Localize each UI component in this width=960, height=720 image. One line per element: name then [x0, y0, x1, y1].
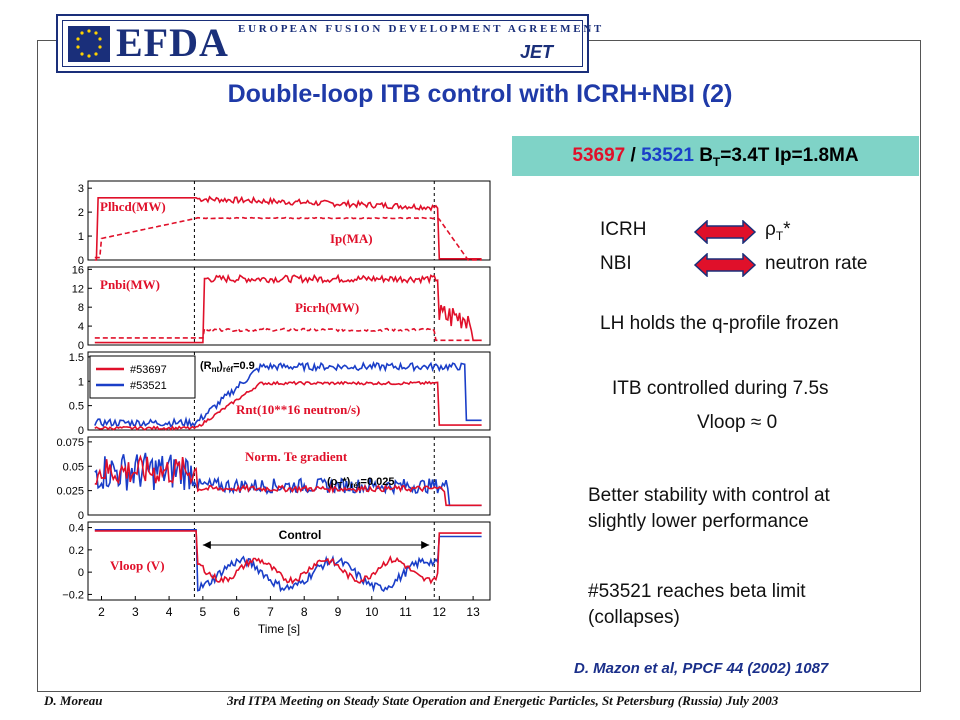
nbi-double-arrow-icon — [693, 253, 757, 277]
control-arrow-right-head — [421, 541, 430, 549]
panel-label: Pnbi(MW) — [100, 277, 160, 292]
icrh-label: ICRH — [600, 219, 647, 240]
panel-frame-3 — [87, 351, 491, 431]
xtick-label: 6 — [233, 605, 240, 619]
panel-4-ytick-label: 0.05 — [63, 461, 84, 473]
panel-frame-5 — [87, 521, 491, 601]
panel-3-ytick-label: 1.5 — [69, 352, 84, 364]
panel-1-ytick-label: 0 — [78, 255, 84, 267]
panel-3-ytick-label: 1 — [78, 376, 84, 388]
panel-label: Plhcd(MW) — [100, 199, 166, 214]
panel-4-ytick-label: 0.075 — [56, 437, 84, 449]
itb-statement: ITB controlled during 7.5s — [612, 378, 829, 399]
pnbi-trace — [94, 273, 482, 344]
panel-5-ytick-label: −0.2 — [62, 589, 84, 601]
stability-line-2: slightly lower performance — [588, 511, 809, 532]
jet-logo: JET — [520, 42, 554, 62]
panel-label: Ip(MA) — [330, 231, 373, 246]
series-53521-trace — [94, 452, 482, 507]
series-53697-trace — [94, 530, 482, 585]
xtick-label: 9 — [335, 605, 342, 619]
icrh-double-arrow-icon — [693, 220, 757, 244]
picrh-trace — [94, 327, 482, 342]
plhcd-trace — [94, 195, 482, 261]
panel-1-ytick-label: 1 — [78, 231, 84, 243]
rnt-reference-annotation: (Rnt)réf=0.9 — [200, 360, 255, 374]
xtick-label: 10 — [365, 605, 379, 619]
xtick-label: 12 — [433, 605, 447, 619]
panel-2-ytick-label: 0 — [78, 340, 84, 352]
panel-2-ytick-label: 8 — [78, 302, 84, 314]
shot-separator: / — [625, 145, 642, 166]
legend-entry: #53521 — [130, 380, 167, 392]
control-label: Control — [279, 528, 322, 542]
panel-frame-4 — [87, 436, 491, 516]
bt-label: B — [693, 145, 713, 166]
panel-label: Rnt(10**16 neutron/s) — [236, 402, 360, 417]
shot-info-box: 53697 / 53521 BT=3.4T Ip=1.8MA — [512, 136, 919, 176]
ip-trace — [94, 216, 482, 261]
beta-limit-line-2: (collapses) — [588, 607, 680, 628]
panel-4-ytick-label: 0 — [78, 510, 84, 522]
panel-frame-2 — [87, 266, 491, 346]
neutron-rate-label: neutron rate — [765, 253, 868, 274]
footer-meeting: 3rd ITPA Meeting on Steady State Operati… — [227, 693, 779, 708]
panel-2-ytick-label: 12 — [72, 283, 84, 295]
xtick-label: 4 — [166, 605, 173, 619]
bt-ip-values: =3.4T Ip=1.8MA — [720, 145, 859, 166]
slide-title: Double-loop ITB control with ICRH+NBI (2… — [227, 80, 733, 108]
series-53521-trace — [94, 528, 482, 593]
x-axis-label: Time [s] — [258, 622, 300, 636]
series-53521-trace — [94, 360, 482, 429]
panel-1-ytick-label: 3 — [78, 183, 84, 195]
legend-entry: #53697 — [130, 364, 167, 376]
beta-limit-line-1: #53521 reaches beta limit — [588, 581, 806, 602]
eu-flag-icon — [68, 26, 110, 62]
bt-subscript: T — [712, 154, 721, 169]
time-traces-chart: 3210Plhcd(MW)Ip(MA)1612840Pnbi(MW)Picrh(… — [56, 180, 491, 636]
panel-label: Picrh(MW) — [295, 300, 359, 315]
shot-53521: 53521 — [641, 145, 694, 166]
vloop-statement: Vloop ≈ 0 — [697, 412, 778, 433]
panel-4-ytick-label: 0.025 — [56, 486, 84, 498]
efda-logo-text: EFDA — [116, 20, 229, 65]
panel-3-ytick-label: 0.5 — [69, 401, 84, 413]
stability-line-1: Better stability with control at — [588, 485, 830, 506]
xtick-label: 7 — [267, 605, 274, 619]
citation: D. Mazon et al, PPCF 44 (2002) 1087 — [574, 660, 829, 677]
panel-1-ytick-label: 2 — [78, 207, 84, 219]
footer-author: D. Moreau — [44, 693, 103, 708]
series-53697-trace — [94, 454, 482, 507]
shot-53697: 53697 — [572, 145, 626, 166]
series-53697-trace — [94, 380, 482, 431]
efda-logo-banner: EFDA E U R O P E A N F U S I O N D E V E… — [56, 14, 601, 73]
panel-2-ytick-label: 4 — [78, 321, 84, 333]
nbi-label: NBI — [600, 253, 632, 274]
panel-5-ytick-label: 0 — [78, 567, 84, 579]
legend-box — [89, 355, 196, 399]
panel-5-ytick-label: 0.4 — [69, 523, 84, 535]
lh-statement: LH holds the q-profile frozen — [600, 313, 839, 334]
panel-5-ytick-label: 0.2 — [69, 545, 84, 557]
panel-frame-1 — [87, 180, 491, 261]
panel-label: Norm. Te gradient — [245, 449, 348, 464]
xtick-label: 11 — [399, 605, 412, 619]
xtick-label: 3 — [132, 605, 139, 619]
panel-label: Vloop (V) — [110, 558, 165, 573]
organization-name: E U R O P E A N F U S I O N D E V E L O … — [238, 23, 602, 35]
xtick-label: 8 — [301, 605, 308, 619]
panel-3-ytick-label: 0 — [78, 425, 84, 437]
panel-2-ytick-label: 16 — [72, 264, 84, 276]
rho-t-star-label: ρT* — [765, 219, 791, 243]
rho-reference-annotation: (ρT*)réf=0.025 — [327, 476, 395, 490]
control-arrow-left-head — [202, 541, 211, 549]
xtick-label: 13 — [466, 605, 480, 619]
xtick-label: 2 — [98, 605, 105, 619]
xtick-label: 5 — [200, 605, 207, 619]
